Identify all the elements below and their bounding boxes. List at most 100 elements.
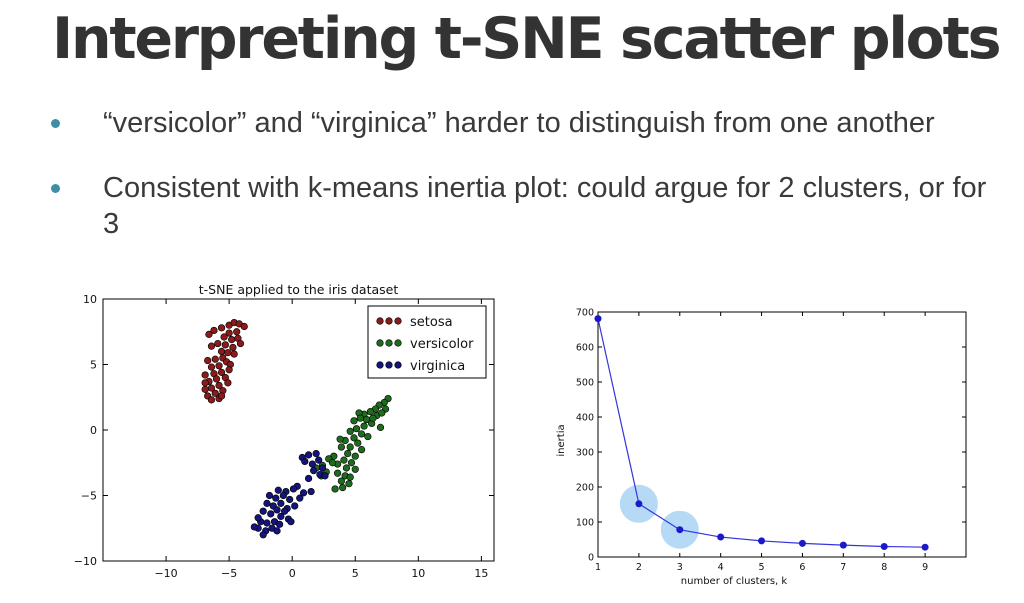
setosa-point	[210, 326, 218, 335]
versicolor-point	[339, 484, 347, 492]
setosa-point	[217, 368, 226, 376]
x-tick-label: 0	[289, 567, 296, 580]
versicolor-point	[342, 464, 351, 472]
versicolor-point	[357, 430, 366, 438]
bullet-dot-icon	[51, 184, 60, 193]
virginica-point	[307, 487, 315, 496]
virginica-point	[273, 527, 281, 535]
virginica-point	[304, 451, 313, 459]
x-tick-label: −10	[154, 567, 177, 580]
virginica-point	[304, 474, 313, 483]
versicolor-point	[340, 456, 348, 464]
versicolor-point	[331, 485, 339, 493]
versicolor-point	[356, 414, 364, 422]
inertia-point	[594, 315, 602, 323]
virginica-point	[279, 491, 287, 500]
versicolor-point	[378, 409, 386, 417]
versicolor-point	[337, 443, 345, 451]
legend-label-versicolor: versicolor	[410, 337, 474, 352]
virginica-point	[267, 510, 275, 518]
setosa-point	[225, 366, 233, 374]
versicolor-point	[350, 417, 358, 425]
versicolor-point	[328, 459, 337, 467]
virginica-point	[275, 520, 284, 528]
bullet-text: “versicolor” and “virginica” harder to d…	[103, 107, 935, 139]
virginica-point	[321, 472, 329, 480]
legend-marker	[394, 339, 402, 347]
virginica-point	[259, 507, 267, 515]
x-tick-label: 7	[840, 562, 846, 573]
x-tick-label: 5	[759, 562, 765, 573]
y-tick-label: 300	[576, 448, 594, 459]
x-tick-label: 8	[881, 562, 887, 573]
virginica-point	[250, 523, 258, 531]
setosa-point	[211, 389, 219, 397]
setosa-point	[217, 392, 226, 400]
x-tick-label: 5	[352, 567, 359, 580]
virginica-point	[265, 491, 274, 500]
setosa-point	[211, 355, 219, 363]
virginica-point	[312, 449, 320, 458]
virginica-point	[273, 506, 281, 514]
virginica-point	[291, 502, 299, 510]
virginica-point	[318, 464, 327, 472]
versicolor-point	[360, 422, 368, 430]
setosa-point	[212, 375, 221, 383]
x-tick-label: 15	[474, 567, 488, 580]
x-tick-label: 3	[677, 562, 683, 573]
versicolor-point	[336, 435, 344, 443]
bullet-dot-icon	[51, 119, 60, 128]
inertia-point	[676, 526, 684, 534]
versicolor-point	[345, 480, 353, 488]
y-tick-label: 5	[90, 359, 97, 372]
y-tick-label: 0	[90, 424, 97, 437]
setosa-point	[214, 339, 222, 348]
legend-marker	[385, 361, 393, 369]
virginica-point	[274, 486, 282, 494]
setosa-point	[225, 329, 233, 337]
x-axis-label: number of clusters, k	[681, 576, 788, 587]
legend-marker	[394, 317, 402, 325]
legend-label-setosa: setosa	[410, 315, 453, 330]
y-tick-label: 500	[576, 378, 594, 389]
versicolor-point	[357, 446, 366, 454]
legend-marker	[376, 317, 384, 325]
virginica-point	[310, 467, 318, 475]
setosa-point	[215, 362, 223, 370]
y-tick-label: 100	[576, 518, 594, 529]
virginica-point	[263, 499, 271, 507]
inertia-point	[717, 533, 725, 541]
x-tick-label: 2	[636, 562, 642, 573]
versicolor-point	[347, 459, 356, 467]
virginica-point	[296, 494, 304, 502]
y-tick-label: −5	[81, 490, 97, 503]
virginica-point	[301, 457, 309, 466]
y-tick-label: 700	[576, 308, 594, 319]
setosa-point	[215, 381, 223, 390]
setosa-point	[207, 342, 216, 350]
y-tick-label: 10	[83, 293, 97, 306]
legend-marker	[376, 339, 384, 347]
y-tick-label: −10	[74, 555, 97, 568]
setosa-point	[236, 339, 245, 348]
versicolor-point	[351, 452, 359, 460]
legend-marker	[385, 339, 393, 347]
legend-label-virginica: virginica	[410, 359, 465, 374]
setosa-point	[207, 396, 216, 404]
virginica-point	[272, 494, 280, 502]
x-tick-label: 9	[922, 562, 928, 573]
virginica-point	[299, 489, 308, 497]
legend-marker	[376, 361, 384, 369]
virginica-point	[277, 512, 285, 521]
virginica-point	[289, 485, 298, 493]
virginica-point	[259, 531, 267, 539]
setosa-point	[221, 341, 229, 349]
x-tick-label: −5	[221, 567, 237, 580]
x-tick-label: 4	[718, 562, 724, 573]
virginica-point	[277, 499, 285, 507]
versicolor-point	[354, 439, 362, 447]
inertia-point	[798, 539, 806, 547]
setosa-point	[230, 350, 238, 358]
versicolor-point	[369, 414, 377, 422]
